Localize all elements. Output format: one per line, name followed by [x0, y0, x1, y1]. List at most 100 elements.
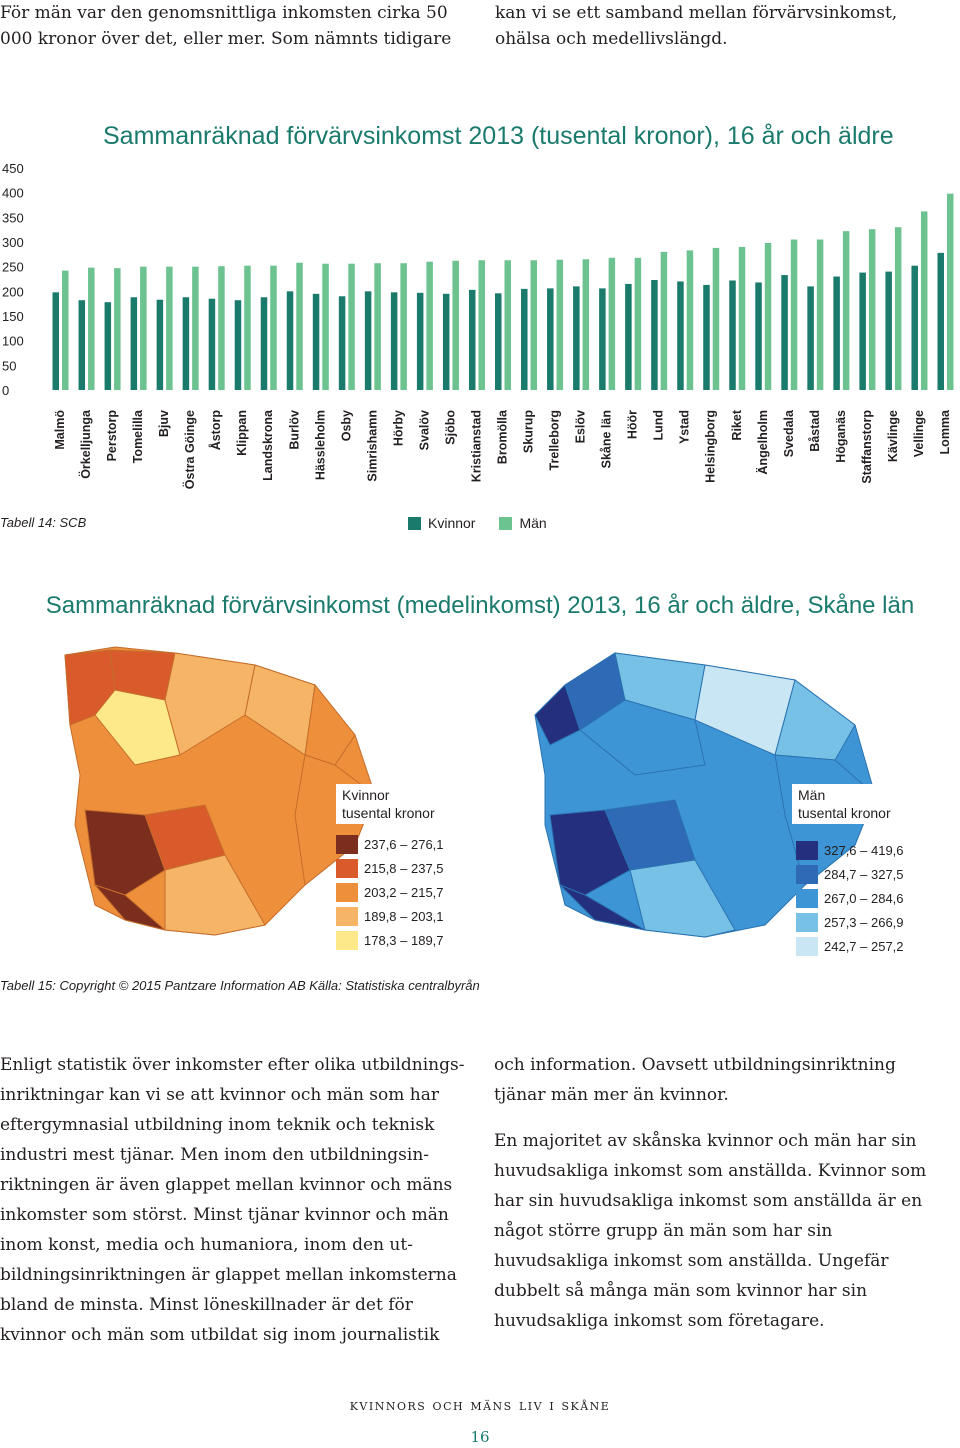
legend-range-label: 284,7 – 327,5 [824, 866, 904, 882]
x-tick-label: Bromölla [496, 409, 510, 464]
y-tick-label: 300 [2, 235, 24, 250]
bar-kvinnor [729, 280, 736, 390]
bar-kvinnor [338, 296, 346, 390]
legend-color-swatch [336, 882, 358, 902]
men-legend-title: Män tusental kronor [792, 784, 897, 824]
x-tick-label: Svedala [782, 409, 796, 457]
bar-man [244, 265, 251, 390]
legend-range-label: 178,3 – 189,7 [364, 932, 444, 948]
bar-kvinnor [104, 302, 112, 390]
x-tick-label: Vellinge [912, 410, 926, 457]
men-legend: 327,6 – 419,6 284,7 – 327,5 267,0 – 284,6 2… [796, 838, 904, 958]
bar-kvinnor [182, 297, 190, 390]
bar-kvinnor [911, 265, 918, 390]
bar-man [348, 263, 355, 390]
bar-man [426, 261, 433, 390]
bar-man [140, 266, 147, 390]
bar-kvinnor [885, 271, 892, 390]
chart-title: Sammanräknad förvärvsinkomst 2013 (tusen… [103, 122, 894, 150]
bar-man [764, 242, 772, 390]
bar-man [62, 270, 69, 390]
y-tick-label: 450 [2, 161, 24, 176]
y-tick-label: 400 [2, 186, 24, 201]
legend-color-swatch [336, 858, 358, 878]
x-tick-label: Bjuv [157, 410, 171, 437]
legend-range-label: 257,3 – 266,9 [824, 914, 904, 930]
legend-item: 284,7 – 327,5 [796, 862, 904, 886]
bar-man [166, 266, 173, 390]
bar-man [712, 247, 720, 390]
x-tick-label: Perstorp [105, 410, 119, 462]
bar-man [192, 266, 199, 390]
legend-item: 237,6 – 276,1 [336, 832, 444, 856]
map-section-title: Sammanräknad förvärvsinkomst (medelinkom… [45, 592, 915, 619]
x-tick-label: Riket [730, 409, 744, 440]
bar-man [660, 251, 668, 390]
bar-man [894, 227, 902, 390]
y-tick-label: 150 [2, 309, 24, 324]
y-tick-label: 350 [2, 210, 24, 225]
bar-man [556, 259, 564, 390]
map-men [534, 652, 876, 938]
bar-kvinnor [495, 293, 502, 390]
body-text-right-p2: En majoritet av skånska kvinnor och män … [494, 1131, 927, 1331]
intro-text-left: För män var den genomsnittliga inkomsten… [0, 3, 452, 49]
x-tick-label: Staffanstorp [860, 410, 874, 484]
x-tick-label: Ängelholm [755, 410, 770, 475]
bar-kvinnor [468, 289, 476, 390]
y-tick-label: 0 [2, 383, 9, 398]
legend-item: 215,8 – 237,5 [336, 856, 444, 880]
bar-man [270, 265, 277, 390]
legend-item: 267,0 – 284,6 [796, 886, 904, 910]
legend-label-man: Män [519, 515, 547, 531]
x-tick-label: Östra Göinge [182, 410, 197, 489]
bar-kvinnor [260, 297, 268, 390]
x-tick-label: Lomma [938, 409, 952, 455]
bar-chart: 0 50 100 150 200 250 300 350 400 450 Malmö Örkellju… [2, 161, 954, 489]
bar-man [218, 266, 225, 390]
bar-kvinnor [78, 300, 86, 390]
bar-kvinnor [937, 252, 944, 390]
map-caption: Tabell 15: Copyright © 2015 Pantzare Inf… [0, 978, 480, 993]
bar-kvinnor [651, 279, 658, 390]
women-legend: 237,6 – 276,1 215,8 – 237,5 203,2 – 215,7 1… [336, 832, 444, 952]
x-tick-label: Svalöv [417, 410, 431, 450]
x-tick-label: Trelleborg [548, 410, 562, 470]
x-tick-label: Klippan [235, 410, 249, 456]
page-number: 16 [470, 1428, 490, 1446]
y-tick-label: 200 [2, 284, 24, 299]
bar-kvinnor [52, 292, 60, 390]
x-tick-label: Helsingborg [704, 410, 718, 483]
legend-item: 257,3 – 266,9 [796, 910, 904, 934]
chart-legend: Kvinnor Män [408, 515, 547, 531]
bar-man [400, 263, 407, 390]
bar-man [842, 231, 850, 390]
bar-man [868, 229, 876, 390]
bar-kvinnor [390, 292, 398, 390]
x-tick-label: Sjöbo [443, 410, 457, 445]
bar-man [634, 257, 642, 390]
x-tick-label: Malmö [53, 410, 67, 450]
bar-kvinnor [521, 288, 528, 390]
bar-man [530, 260, 538, 390]
bar-kvinnor [599, 288, 606, 390]
x-tick-label: Örkelljunga [78, 409, 93, 479]
x-tick-label: Lund [652, 410, 666, 441]
bar-kvinnor [312, 293, 320, 390]
bar-kvinnor [703, 284, 710, 390]
legend-color-swatch [336, 930, 358, 950]
x-tick-label: Skurup [522, 410, 536, 453]
bar-kvinnor [416, 292, 424, 390]
chart-source: Tabell 14: SCB [0, 515, 87, 530]
intro-text-right: kan vi se ett samband mellan förvärvsink… [495, 3, 898, 49]
legend-range-label: 189,8 – 203,1 [364, 908, 444, 924]
bar-man [374, 263, 381, 390]
bar-man [790, 239, 798, 390]
bar-man [296, 262, 303, 390]
bar-man [738, 246, 746, 390]
bar-kvinnor [755, 282, 762, 390]
bar-man [816, 239, 824, 390]
bar-kvinnor [677, 281, 684, 390]
x-tick-label: Simrishamn [365, 410, 379, 482]
bar-kvinnor [859, 272, 866, 390]
